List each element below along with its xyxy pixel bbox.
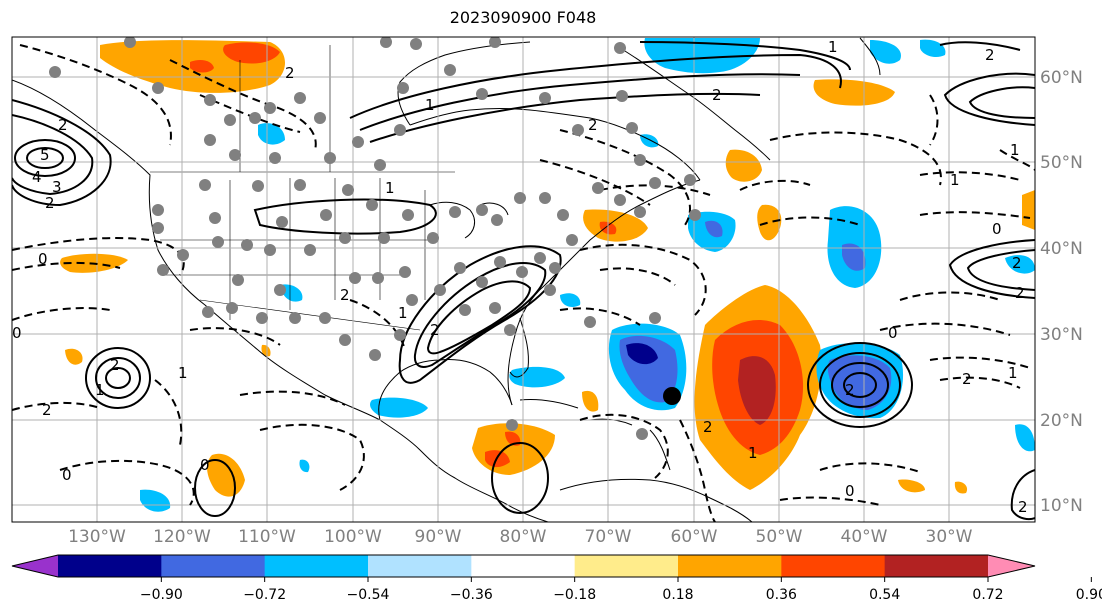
colorbar-label: −0.18 [553,587,596,603]
lon-label: 30°W [926,527,973,547]
storm-center-marker [663,387,681,405]
map-frame [11,36,1036,523]
colorbar-label: −0.90 [140,587,183,603]
colorbar-label: −0.54 [347,587,390,603]
lon-label: 40°W [841,527,888,547]
lon-label: 90°W [415,527,462,547]
colorbar-cell [368,555,472,577]
colorbar-cell [574,555,679,577]
lat-label: 50°N [1040,153,1083,173]
station-markers [49,37,701,440]
colorbar-cell [781,555,886,577]
colorbar-cell [471,555,576,577]
svg-text:0: 0 [200,456,210,474]
negative-contours [12,44,1035,522]
anomaly-fills [60,38,1035,512]
lon-label: 50°W [756,527,803,547]
lat-label: 10°N [1040,496,1083,516]
colorbar-cell [678,555,782,577]
colorbar-cell [264,555,369,577]
svg-text:2: 2 [845,381,855,399]
svg-text:1: 1 [828,38,838,56]
colorbar-label: −0.72 [243,587,286,603]
map-title: 2023090900 F048 [449,8,597,27]
lat-label: 40°N [1040,239,1083,259]
colorbar-cell [884,555,989,577]
svg-text:5: 5 [40,146,50,164]
lon-label: 120°W [153,527,211,547]
lon-label: 100°W [324,527,382,547]
colorbar-cell [58,555,162,577]
colorbar-low-extension [12,555,58,577]
lon-label: 70°W [585,527,632,547]
colorbar: −0.90 −0.72 −0.54 −0.36 −0.18 0.18 0.36 0.54 0.7… [11,554,1102,603]
colorbar-label: 0.72 [972,587,1003,603]
svg-text:0: 0 [62,466,72,484]
svg-text:0: 0 [845,482,855,500]
latitude-labels: 10°N 20°N 30°N 40°N 50°N 60°N [1040,68,1083,516]
contour-labels: 5 4 3 2 2 2 2 2 2 1 1 2 0 0 1 2 2 1 0 0 … [12,38,1028,516]
svg-text:1: 1 [1010,141,1020,159]
colorbar-label: 0.90 [1076,587,1102,603]
svg-text:1: 1 [95,381,105,399]
positive-contours [12,41,1035,520]
svg-text:1: 1 [425,96,435,114]
colorbar-cell [161,555,266,577]
svg-text:2: 2 [1018,498,1028,516]
colorbar-label: 0.18 [662,587,693,603]
colorbar-label: 0.54 [869,587,900,603]
svg-text:2: 2 [58,116,68,134]
svg-text:2: 2 [712,86,722,104]
svg-text:1: 1 [178,364,188,382]
lon-label: 80°W [500,527,547,547]
lat-label: 60°N [1040,68,1083,88]
svg-text:4: 4 [32,168,42,186]
svg-text:2: 2 [430,321,440,339]
svg-text:1: 1 [385,179,395,197]
colorbar-high-extension [988,555,1035,577]
svg-text:2: 2 [1015,284,1025,302]
svg-text:2: 2 [110,356,120,374]
svg-text:2: 2 [42,401,52,419]
svg-text:0: 0 [992,220,1002,238]
svg-text:2: 2 [45,194,55,212]
svg-text:0: 0 [888,324,898,342]
svg-text:2: 2 [588,116,598,134]
svg-text:2: 2 [285,64,295,82]
svg-text:0: 0 [38,250,48,268]
svg-text:1: 1 [1008,364,1018,382]
svg-text:2: 2 [703,418,713,436]
longitude-labels: 130°W 120°W 110°W 100°W 90°W 80°W 70°W 6… [68,527,973,547]
svg-text:2: 2 [1012,254,1022,272]
svg-text:2: 2 [962,370,972,388]
lat-label: 30°N [1040,325,1083,345]
colorbar-label: −0.36 [450,587,493,603]
svg-text:3: 3 [52,178,62,196]
svg-text:1: 1 [398,304,408,322]
svg-text:0: 0 [12,324,22,342]
colorbar-label: 0.36 [766,587,797,603]
svg-text:1: 1 [748,444,758,462]
lon-label: 60°W [671,527,718,547]
lat-label: 20°N [1040,411,1083,431]
svg-text:2: 2 [340,286,350,304]
svg-text:1: 1 [950,171,960,189]
svg-text:2: 2 [985,46,995,64]
lon-label: 110°W [238,527,296,547]
lon-label: 130°W [68,527,126,547]
